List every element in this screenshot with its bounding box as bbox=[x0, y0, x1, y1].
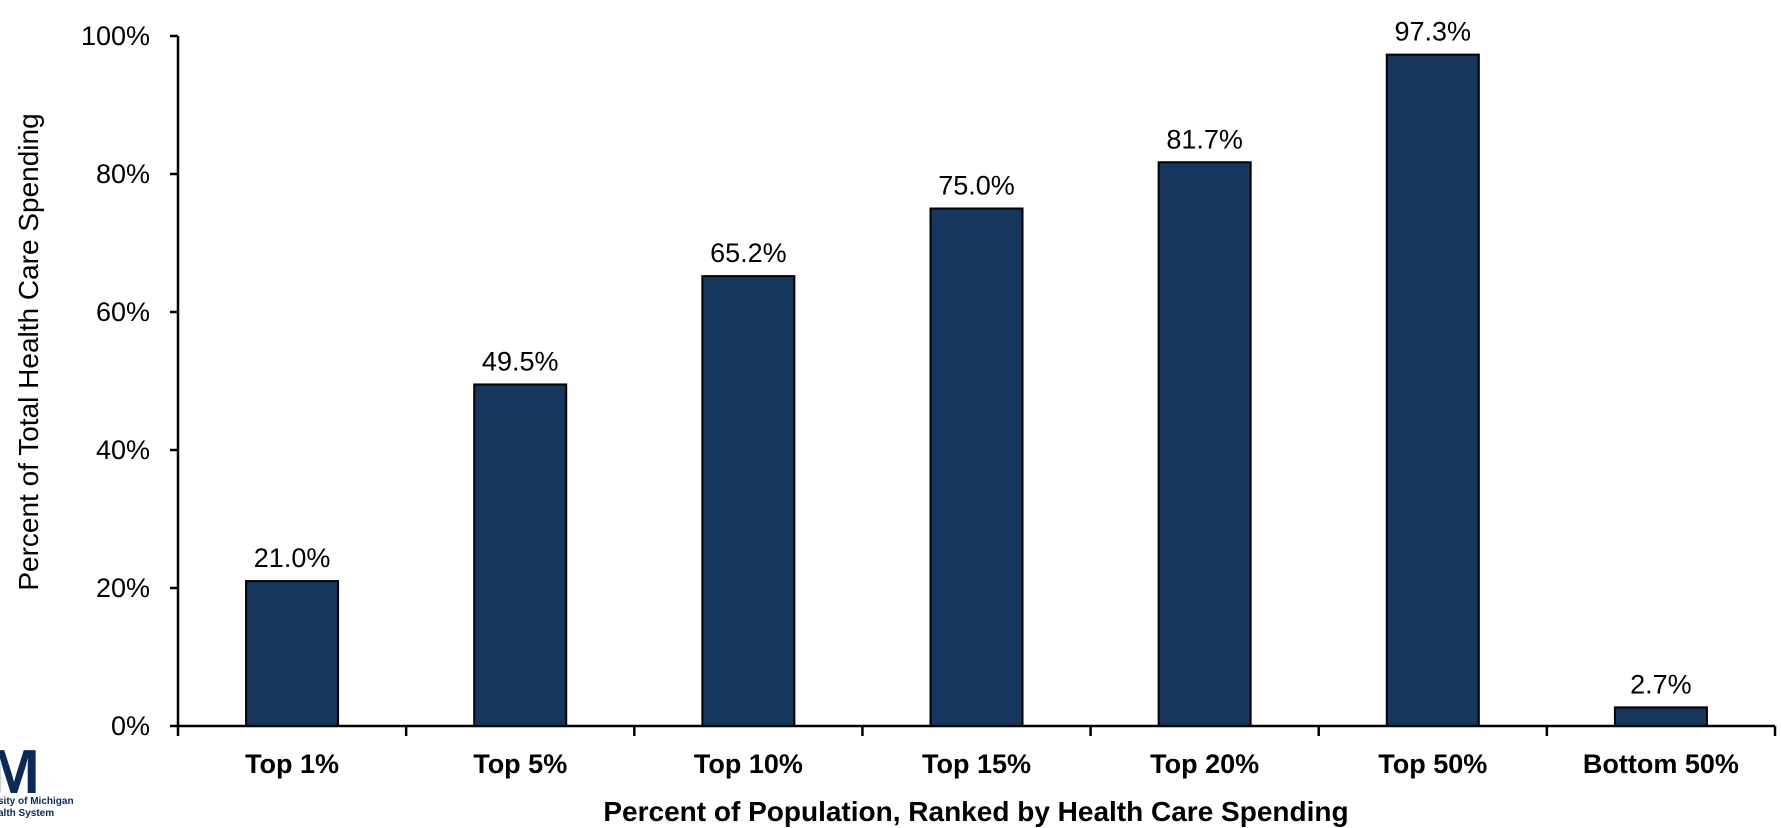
bar bbox=[1613, 706, 1708, 727]
data-label: 97.3% bbox=[1395, 17, 1472, 47]
y-tick-label: 40% bbox=[96, 435, 150, 465]
bars: 21.0% 49.5% 65.2% 75.0% 81.7% 97.3% 2.7% bbox=[245, 17, 1708, 727]
x-axis-ticks: Top 1% Top 5% Top 10% Top 15% Top 20% Top 50%… bbox=[176, 726, 1777, 779]
x-tick-label: Top 20% bbox=[1150, 749, 1259, 779]
x-tick-label: Top 15% bbox=[922, 749, 1031, 779]
data-label: 2.7% bbox=[1630, 669, 1692, 699]
university-logo: M sity of Michigan alth System bbox=[0, 738, 74, 819]
x-tick-label: Top 10% bbox=[694, 749, 803, 779]
y-axis-title: Percent of Total Health Care Spending bbox=[13, 113, 44, 590]
y-tick-label: 60% bbox=[96, 297, 150, 327]
bar bbox=[1385, 53, 1480, 727]
data-label: 81.7% bbox=[1166, 124, 1243, 154]
x-tick-label: Top 1% bbox=[245, 749, 339, 779]
logo-text-line-2: alth System bbox=[0, 808, 54, 819]
logo-block-m-icon: M bbox=[0, 738, 40, 807]
data-label: 75.0% bbox=[938, 171, 1015, 201]
x-tick-label: Bottom 50% bbox=[1583, 749, 1739, 779]
bar bbox=[245, 580, 340, 727]
y-axis-ticks: 0% 20% 40% 60% 80% 100% bbox=[81, 21, 178, 741]
bar bbox=[1157, 161, 1252, 727]
bar bbox=[701, 275, 796, 727]
logo-text-line-1: sity of Michigan bbox=[0, 796, 74, 807]
data-label: 49.5% bbox=[482, 346, 559, 376]
data-label: 21.0% bbox=[254, 543, 331, 573]
data-label: 65.2% bbox=[710, 238, 787, 268]
bar bbox=[929, 207, 1024, 727]
x-tick-label: Top 50% bbox=[1378, 749, 1487, 779]
x-tick-label: Top 5% bbox=[473, 749, 567, 779]
x-axis-title: Percent of Population, Ranked by Health … bbox=[603, 796, 1348, 827]
bar bbox=[473, 383, 568, 727]
y-tick-label: 80% bbox=[96, 159, 150, 189]
y-tick-label: 0% bbox=[111, 711, 150, 741]
y-tick-label: 100% bbox=[81, 21, 150, 51]
y-tick-label: 20% bbox=[96, 573, 150, 603]
